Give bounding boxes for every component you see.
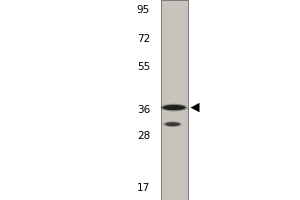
Text: 72: 72 [137,34,150,44]
Text: 95: 95 [137,5,150,15]
Ellipse shape [165,122,180,126]
Text: 36: 36 [137,105,150,115]
Text: 17: 17 [137,183,150,193]
Text: 55: 55 [137,62,150,72]
Polygon shape [190,103,200,112]
Ellipse shape [163,105,185,110]
Ellipse shape [163,121,182,127]
Ellipse shape [160,104,188,111]
Bar [160,0,188,200]
Text: 28: 28 [137,131,150,141]
